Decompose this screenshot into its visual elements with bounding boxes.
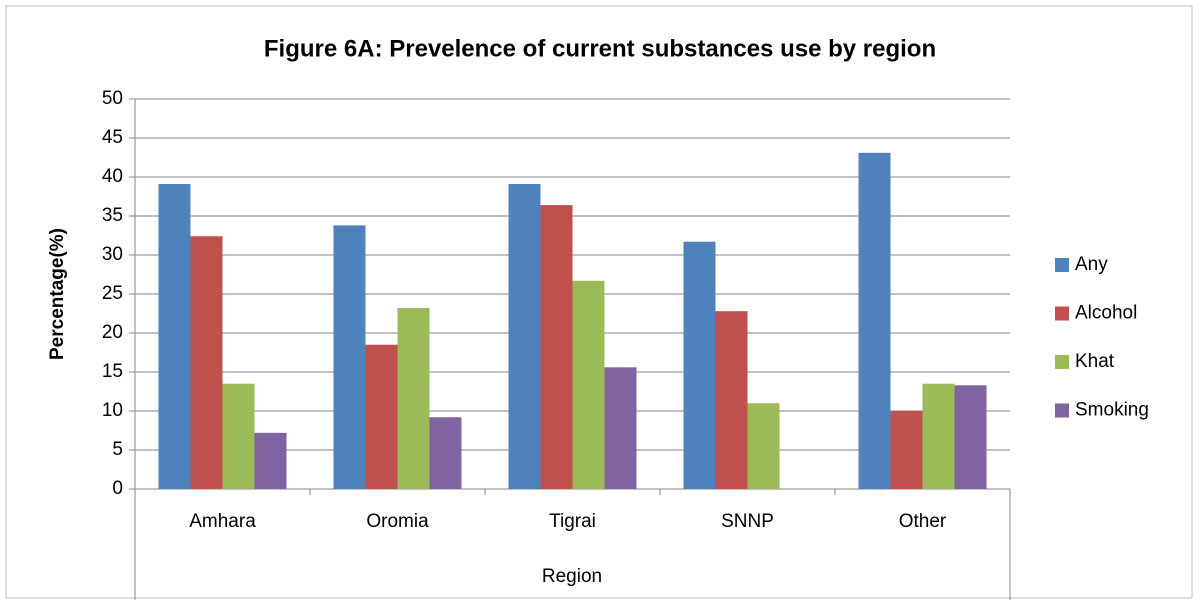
bar <box>747 403 780 489</box>
y-tick-label: 40 <box>102 166 123 187</box>
legend-swatch <box>1055 355 1069 369</box>
x-tick-label: Other <box>899 511 947 532</box>
bar <box>508 184 541 489</box>
legend-label: Alcohol <box>1075 303 1137 324</box>
legend-label: Smoking <box>1075 400 1149 421</box>
bar <box>604 367 637 489</box>
x-axis-label: Region <box>542 566 602 587</box>
bar <box>397 308 430 489</box>
legend-swatch <box>1055 403 1069 418</box>
bar <box>158 184 191 489</box>
y-tick-label: 30 <box>102 244 123 265</box>
bar <box>683 241 716 489</box>
y-tick-label: 10 <box>102 400 123 421</box>
bar <box>890 411 923 489</box>
y-tick-label: 15 <box>102 361 123 382</box>
y-tick-label: 45 <box>102 127 123 148</box>
chart-title: Figure 6A: Prevelence of current substan… <box>264 35 936 62</box>
legend-swatch <box>1055 306 1069 321</box>
y-tick-label: 35 <box>102 205 123 226</box>
bar <box>190 236 223 489</box>
y-tick-label: 5 <box>112 439 123 460</box>
legend-label: Any <box>1075 254 1108 275</box>
legend-swatch <box>1055 258 1069 272</box>
bar <box>222 383 255 489</box>
x-tick-label: Oromia <box>366 511 429 532</box>
bar <box>715 311 748 489</box>
bar <box>540 205 573 489</box>
x-tick-label: Tigrai <box>549 511 596 532</box>
bar <box>922 383 955 489</box>
bar <box>365 344 398 489</box>
y-axis-label: Percentage(%) <box>47 228 68 360</box>
y-tick-label: 25 <box>102 283 123 304</box>
y-tick-label: 20 <box>102 322 123 343</box>
y-tick-label: 50 <box>102 88 123 109</box>
bar <box>429 417 462 489</box>
bar <box>858 152 891 489</box>
bar <box>333 225 366 490</box>
y-tick-label: 0 <box>112 478 123 499</box>
bar <box>254 432 287 489</box>
bar <box>954 385 987 489</box>
bar <box>572 280 605 489</box>
legend-label: Khat <box>1075 351 1115 372</box>
x-tick-label: SNNP <box>721 511 774 532</box>
x-tick-label: Amhara <box>189 511 256 532</box>
